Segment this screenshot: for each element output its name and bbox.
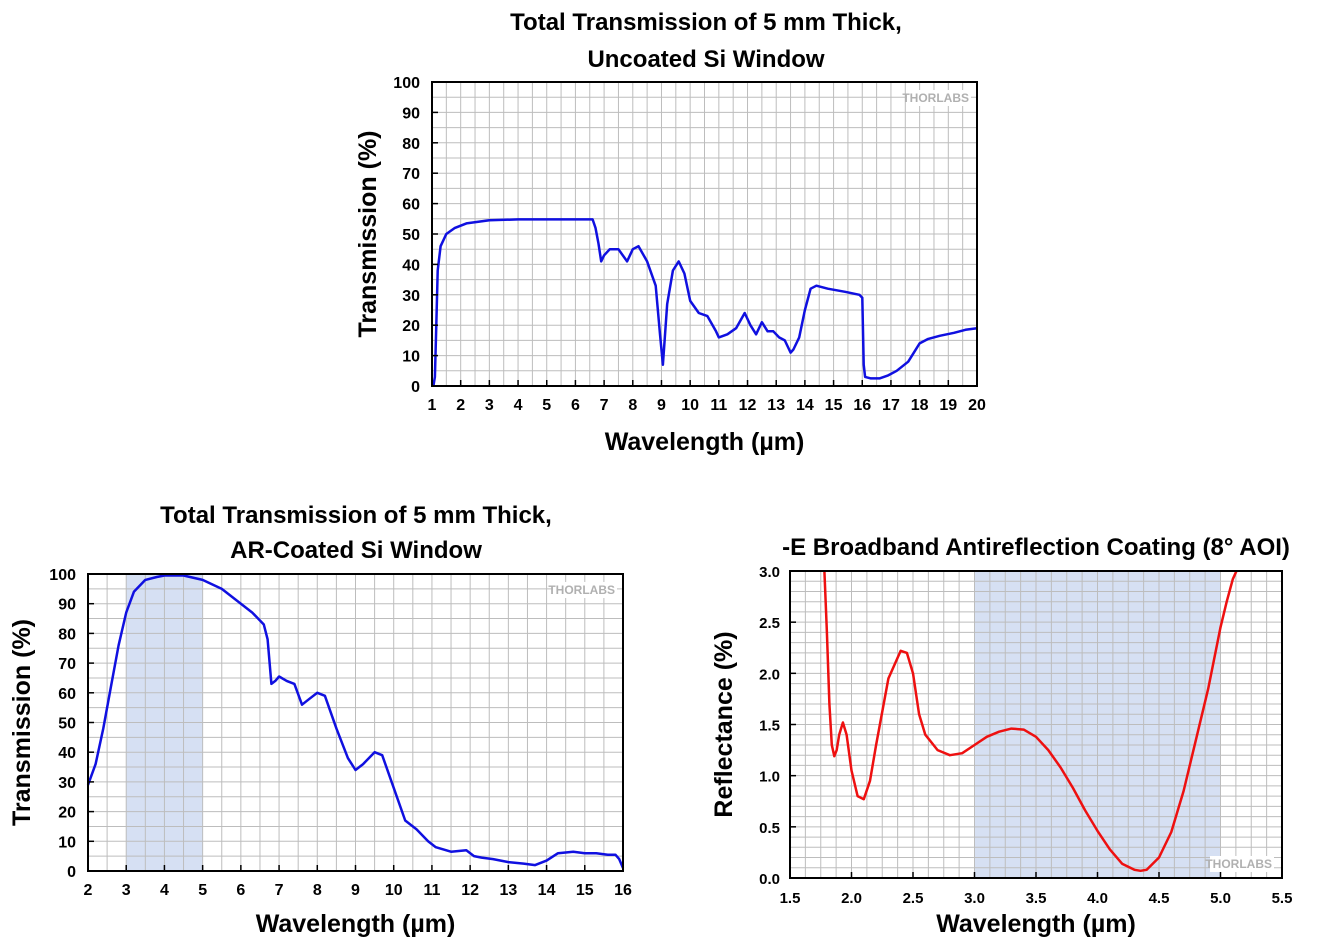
- x-tick-label: 20: [968, 397, 986, 414]
- y-tick-label: 2.0: [759, 666, 780, 683]
- x-tick-label: 4.5: [1149, 890, 1170, 907]
- x-tick-label: 10: [385, 882, 403, 899]
- x-tick-label: 12: [739, 397, 757, 414]
- x-tick-label: 15: [825, 397, 843, 414]
- y-tick-label: 90: [402, 105, 420, 122]
- y-tick-label: 100: [393, 75, 420, 92]
- y-tick-label: 80: [402, 136, 420, 153]
- x-tick-label: 11: [710, 397, 727, 414]
- y-tick-label: 60: [402, 197, 420, 214]
- y-axis-label: Transmission (%): [354, 131, 382, 338]
- x-tick-label: 3: [122, 882, 131, 899]
- y-tick-label: 10: [58, 834, 76, 851]
- chart-2: THORLABS 2 3 4 5 6 7 8 9 10 11 12 13 14 15 16 0 10 20 30 40 5…: [8, 502, 632, 938]
- y-tick-label: 20: [402, 318, 420, 335]
- y-tick-label: 70: [58, 656, 76, 673]
- x-tick-label: 1.5: [780, 890, 801, 907]
- y-tick-label: 80: [58, 626, 76, 643]
- y-tick-label: 100: [49, 567, 76, 584]
- y-tick-label: 70: [402, 166, 420, 183]
- x-tick-label: 5: [198, 882, 207, 899]
- y-axis-label: Transmission (%): [8, 619, 36, 826]
- chart-title: Uncoated Si Window: [587, 46, 824, 73]
- y-tick-label: 10: [402, 349, 420, 366]
- watermark-bg: [907, 90, 971, 106]
- grid-lines: [432, 82, 977, 386]
- x-tick-label: 19: [939, 397, 957, 414]
- x-tick-label: 7: [600, 397, 609, 414]
- x-tick-label: 3: [485, 397, 494, 414]
- x-tick-label: 1: [428, 397, 437, 414]
- y-tick-label: 0.5: [759, 820, 780, 837]
- chart-title: Total Transmission of 5 mm Thick,: [160, 502, 552, 529]
- x-tick-label: 9: [351, 882, 360, 899]
- x-tick-label: 14: [796, 397, 814, 414]
- x-tick-label: 12: [461, 882, 479, 899]
- x-tick-label: 5.0: [1210, 890, 1231, 907]
- chart-title: -E Broadband Antireflection Coating (8° …: [782, 534, 1290, 561]
- x-tick-label: 6: [571, 397, 580, 414]
- x-tick-label: 4: [160, 882, 169, 899]
- series-line-1: [823, 570, 1238, 873]
- x-tick-label: 17: [882, 397, 900, 414]
- x-tick-label: 5: [542, 397, 551, 414]
- x-tick-label: 2: [456, 397, 465, 414]
- x-tick-label: 6: [236, 882, 245, 899]
- y-tick-label: 30: [58, 775, 76, 792]
- y-tick-label: 3.0: [759, 564, 780, 581]
- y-axis-label: Reflectance (%): [710, 631, 738, 817]
- watermark-bg: [1210, 856, 1274, 872]
- x-tick-label: 2.5: [903, 890, 924, 907]
- x-tick-label: 2: [84, 882, 93, 899]
- y-tick-label: 40: [58, 745, 76, 762]
- y-tick-label: 0: [411, 379, 420, 396]
- grid-lines: [88, 574, 623, 871]
- y-tick-label: 40: [402, 257, 420, 274]
- x-tick-label: 18: [911, 397, 929, 414]
- y-tick-label: 50: [402, 227, 420, 244]
- y-tick-label: 0.0: [759, 871, 780, 888]
- y-tick-label: 1.5: [759, 718, 780, 735]
- x-tick-label: 15: [576, 882, 594, 899]
- chart-title: Total Transmission of 5 mm Thick,: [510, 9, 902, 36]
- x-tick-label: 7: [275, 882, 284, 899]
- x-axis-label: Wavelength (µm): [936, 910, 1136, 938]
- y-tick-label: 20: [58, 805, 76, 822]
- x-tick-label: 11: [423, 882, 440, 899]
- x-tick-label: 9: [657, 397, 666, 414]
- x-tick-label: 4: [514, 397, 523, 414]
- watermark-logo: THORLABS: [902, 91, 969, 105]
- y-tick-label: 2.5: [759, 615, 780, 632]
- x-tick-label: 2.0: [841, 890, 862, 907]
- x-tick-label: 3.5: [1026, 890, 1047, 907]
- chart-3: THORLABS 1.5 2.0 2.5 3.0 3.5 4.0 4.5 5.0 5.5 0.0 0.…: [710, 534, 1292, 938]
- y-tick-label: 90: [58, 597, 76, 614]
- y-tick-label: 1.0: [759, 769, 780, 786]
- x-axis-label: Wavelength (µm): [256, 910, 456, 938]
- x-tick-label: 16: [853, 397, 871, 414]
- chart-title: AR-Coated Si Window: [230, 537, 482, 564]
- series-line-1: [86, 574, 625, 869]
- y-tick-label: 0: [67, 864, 76, 881]
- x-tick-label: 5.5: [1272, 890, 1293, 907]
- x-tick-label: 13: [499, 882, 517, 899]
- y-tick-label: 60: [58, 686, 76, 703]
- y-tick-label: 50: [58, 716, 76, 733]
- y-tick-label: 30: [402, 288, 420, 305]
- watermark-bg: [553, 582, 617, 598]
- watermark-logo: THORLABS: [548, 583, 615, 597]
- x-tick-label: 3.0: [964, 890, 985, 907]
- x-tick-label: 10: [681, 397, 699, 414]
- x-tick-label: 8: [313, 882, 322, 899]
- x-axis-label: Wavelength (µm): [605, 428, 805, 456]
- watermark-logo: THORLABS: [1205, 857, 1272, 871]
- x-tick-label: 13: [767, 397, 785, 414]
- x-tick-label: 8: [628, 397, 637, 414]
- x-tick-label: 16: [614, 882, 632, 899]
- x-tick-label: 14: [538, 882, 556, 899]
- x-tick-label: 4.0: [1087, 890, 1108, 907]
- series-line-1: [432, 218, 978, 387]
